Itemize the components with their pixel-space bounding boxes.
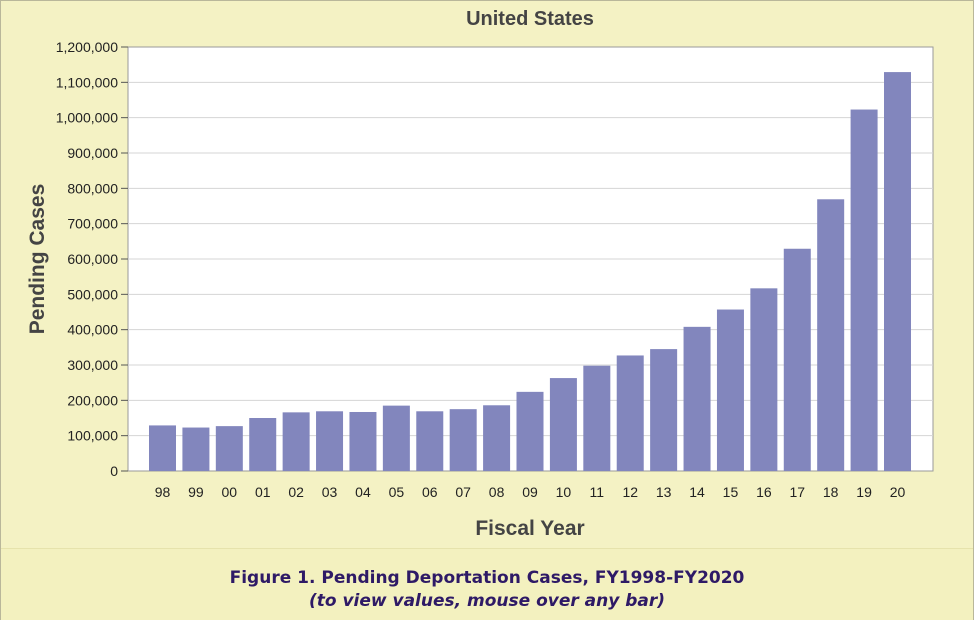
- bar-fy09[interactable]: 224,000: [516, 391, 544, 471]
- bars-group: 129,000123,000127,000150,000166,000169,0…: [149, 72, 911, 471]
- x-tick-label: 98: [155, 484, 171, 500]
- x-tick-label: 08: [489, 484, 505, 500]
- bar-fy01[interactable]: 150,000: [249, 418, 277, 471]
- x-tick-label: 07: [455, 484, 471, 500]
- y-tick-label: 1,200,000: [56, 39, 118, 55]
- bar-fy08[interactable]: 186,000: [483, 405, 511, 471]
- y-tick-label: 200,000: [67, 392, 118, 408]
- figure-caption-subtitle: (to view values, mouse over any bar): [308, 591, 666, 611]
- bar-fy07[interactable]: 175,000: [449, 409, 477, 471]
- bar-fy11[interactable]: 298,000: [583, 365, 611, 471]
- x-tick-label: 10: [556, 484, 572, 500]
- bar-fy17[interactable]: 629,000: [783, 248, 811, 471]
- x-axis-title: Fiscal Year: [475, 517, 584, 540]
- x-tick-label: 13: [656, 484, 672, 500]
- x-tick-label: 11: [590, 484, 605, 500]
- x-tick-label: 12: [622, 484, 638, 500]
- grid-lines: [128, 81, 933, 437]
- x-tick-label: 14: [689, 484, 705, 500]
- bar-fy06[interactable]: 169,000: [416, 411, 444, 471]
- y-tick-label: 300,000: [67, 357, 118, 373]
- bar-fy20[interactable]: 1,129,000: [884, 72, 911, 471]
- bar-fy15[interactable]: 457,000: [716, 309, 744, 471]
- y-tick-label: 400,000: [67, 322, 118, 338]
- x-tick-label: 02: [288, 484, 304, 500]
- bar-fy05[interactable]: 185,000: [382, 405, 410, 471]
- y-tick-label: 100,000: [67, 428, 118, 444]
- bar-fy00[interactable]: 127,000: [215, 426, 243, 471]
- bar-fy04[interactable]: 167,000: [349, 411, 377, 471]
- bar-fy18[interactable]: 769,000: [817, 199, 845, 471]
- x-tick-label: 15: [723, 484, 739, 500]
- bar-fy12[interactable]: 327,000: [616, 355, 644, 471]
- bar-fy16[interactable]: 517,000: [750, 288, 778, 471]
- x-axis: 98 99 00 01 02 03 04 05 06 07 08 09 10 11 12 13 14 15 16 17…: [155, 484, 906, 500]
- caption-band: [1, 548, 973, 620]
- x-tick-label: 18: [823, 484, 839, 500]
- y-tick-label: 900,000: [67, 145, 118, 161]
- bar-fy03[interactable]: 169,000: [316, 411, 344, 471]
- bar-fy14[interactable]: 408,000: [683, 326, 711, 471]
- bar-fy02[interactable]: 166,000: [282, 412, 310, 471]
- y-tick-label: 700,000: [67, 216, 118, 232]
- x-tick-label: 09: [522, 484, 538, 500]
- x-tick-label: 06: [422, 484, 438, 500]
- bar-fy13[interactable]: 345,000: [650, 349, 678, 471]
- y-tick-label: 500,000: [67, 286, 118, 302]
- x-tick-label: 20: [890, 484, 906, 500]
- x-tick-label: 01: [255, 484, 271, 500]
- figure-caption: Figure 1. Pending Deportation Cases, FY1…: [229, 568, 745, 588]
- x-tick-label: 19: [856, 484, 872, 500]
- chart-title: United States: [466, 8, 594, 30]
- bar-fy19[interactable]: 1,023,000: [850, 109, 878, 471]
- x-tick-label: 17: [789, 484, 805, 500]
- y-axis: 0 100,000 200,000 300,000 400,000 500,000 600,…: [56, 39, 128, 479]
- y-tick-label: 800,000: [67, 180, 118, 196]
- bar-fy99[interactable]: 123,000: [182, 427, 210, 471]
- y-axis-title: Pending Cases: [26, 184, 49, 335]
- y-tick-label: 600,000: [67, 251, 118, 267]
- x-tick-label: 03: [322, 484, 338, 500]
- bar-chart: 0 100,000 200,000 300,000 400,000 500,000 600,…: [26, 8, 934, 540]
- y-tick-label: 0: [110, 463, 118, 479]
- x-tick-label: 16: [756, 484, 772, 500]
- bar-fy98[interactable]: 129,000: [149, 425, 176, 471]
- x-tick-label: 05: [389, 484, 405, 500]
- x-tick-label: 99: [188, 484, 204, 500]
- y-tick-label: 1,100,000: [56, 74, 118, 90]
- y-tick-label: 1,000,000: [56, 110, 118, 126]
- x-tick-label: 00: [222, 484, 238, 500]
- x-tick-label: 04: [355, 484, 371, 500]
- bar-fy10[interactable]: 263,000: [549, 378, 577, 471]
